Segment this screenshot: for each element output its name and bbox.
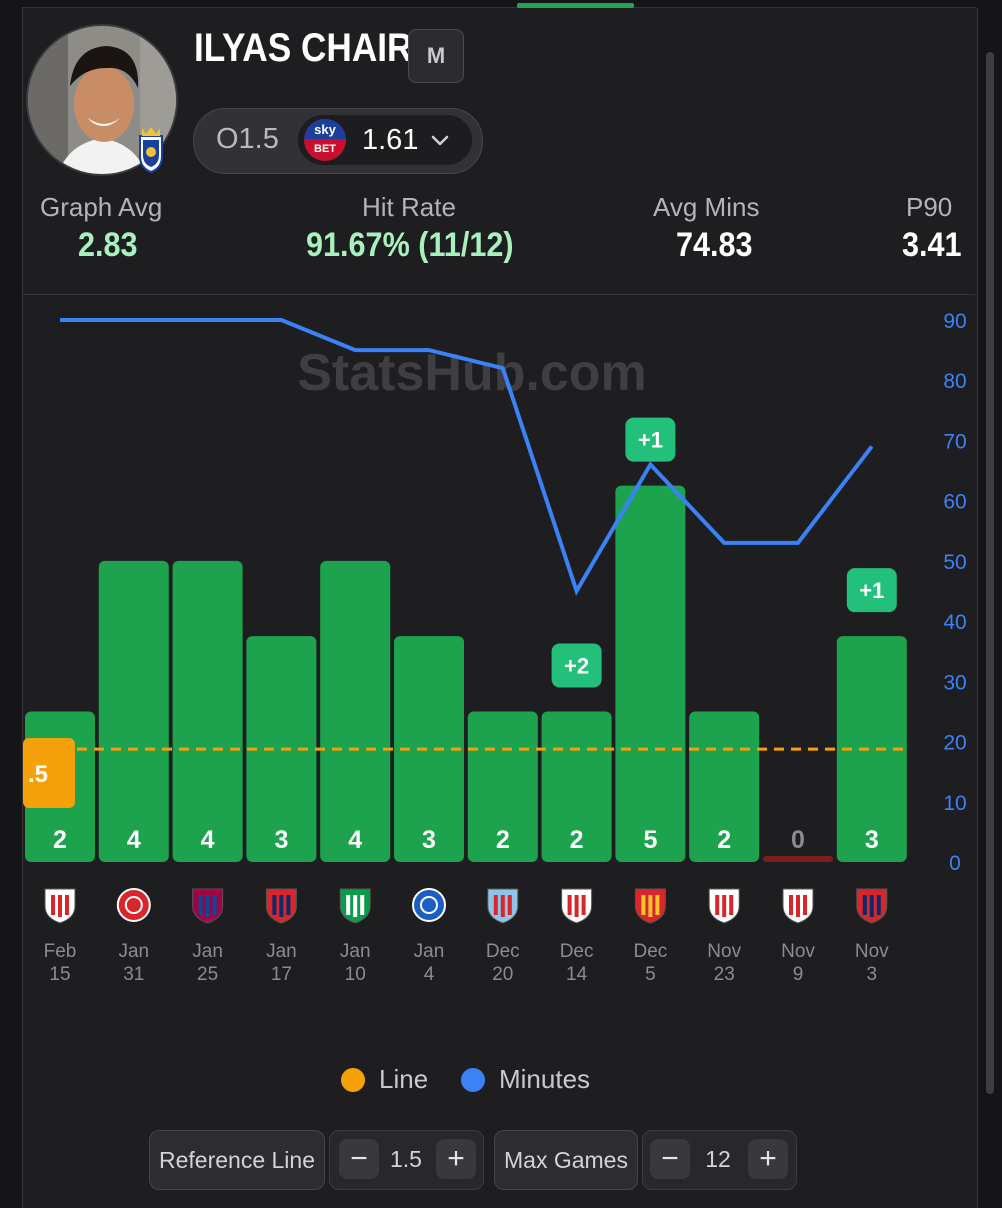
max-games-label: Max Games bbox=[494, 1130, 638, 1190]
max-games-increase-button[interactable]: + bbox=[748, 1139, 788, 1179]
player-name: ILYAS CHAIRA bbox=[194, 26, 438, 70]
reference-line-value: 1.5 bbox=[390, 1146, 422, 1172]
reference-line-decrease-button[interactable]: − bbox=[339, 1139, 379, 1179]
graph-avg-value: 2.83 bbox=[78, 226, 138, 264]
real-oviedo-crest-icon bbox=[139, 127, 163, 174]
legend-line-label: Line bbox=[379, 1064, 429, 1094]
max-games-value: 12 bbox=[705, 1146, 731, 1172]
odds-selector[interactable]: O1.5 sky BET 1.61 bbox=[193, 108, 483, 174]
position-badge: M bbox=[408, 29, 464, 83]
odds-price: 1.61 bbox=[362, 124, 419, 156]
reference-line-label: Reference Line bbox=[149, 1130, 325, 1190]
scrollbar-thumb[interactable] bbox=[986, 52, 994, 1094]
p90-value: 3.41 bbox=[902, 226, 962, 264]
graph-avg-label: Graph Avg bbox=[40, 192, 163, 222]
hit-rate-label: Hit Rate bbox=[362, 192, 456, 222]
odds-line: O1.5 bbox=[216, 123, 279, 155]
avg-mins-value: 74.83 bbox=[676, 226, 753, 264]
skybet-logo-top: sky bbox=[304, 119, 346, 139]
active-tab-indicator bbox=[517, 3, 634, 8]
player-card bbox=[22, 8, 978, 1208]
section-divider bbox=[23, 294, 975, 295]
legend-line-dot-icon bbox=[341, 1067, 365, 1092]
legend-minutes[interactable]: Minutes bbox=[461, 1064, 590, 1095]
skybet-logo-icon: sky BET bbox=[304, 119, 346, 161]
chevron-down-icon[interactable] bbox=[428, 128, 452, 152]
reference-line-increase-button[interactable]: + bbox=[436, 1139, 476, 1179]
p90-label: P90 bbox=[906, 192, 953, 222]
legend-line[interactable]: Line bbox=[341, 1064, 428, 1095]
skybet-logo-bottom: BET bbox=[314, 143, 336, 155]
top-divider bbox=[22, 7, 976, 8]
bookmaker-dropdown[interactable]: sky BET 1.61 bbox=[298, 115, 472, 165]
hit-rate-value: 91.67% (11/12) bbox=[306, 226, 514, 264]
chart-legend: Line Minutes bbox=[0, 1064, 1002, 1096]
avg-mins-label: Avg Mins bbox=[653, 192, 760, 222]
legend-minutes-dot-icon bbox=[461, 1067, 485, 1092]
max-games-decrease-button[interactable]: − bbox=[650, 1139, 690, 1179]
legend-minutes-label: Minutes bbox=[499, 1064, 591, 1094]
